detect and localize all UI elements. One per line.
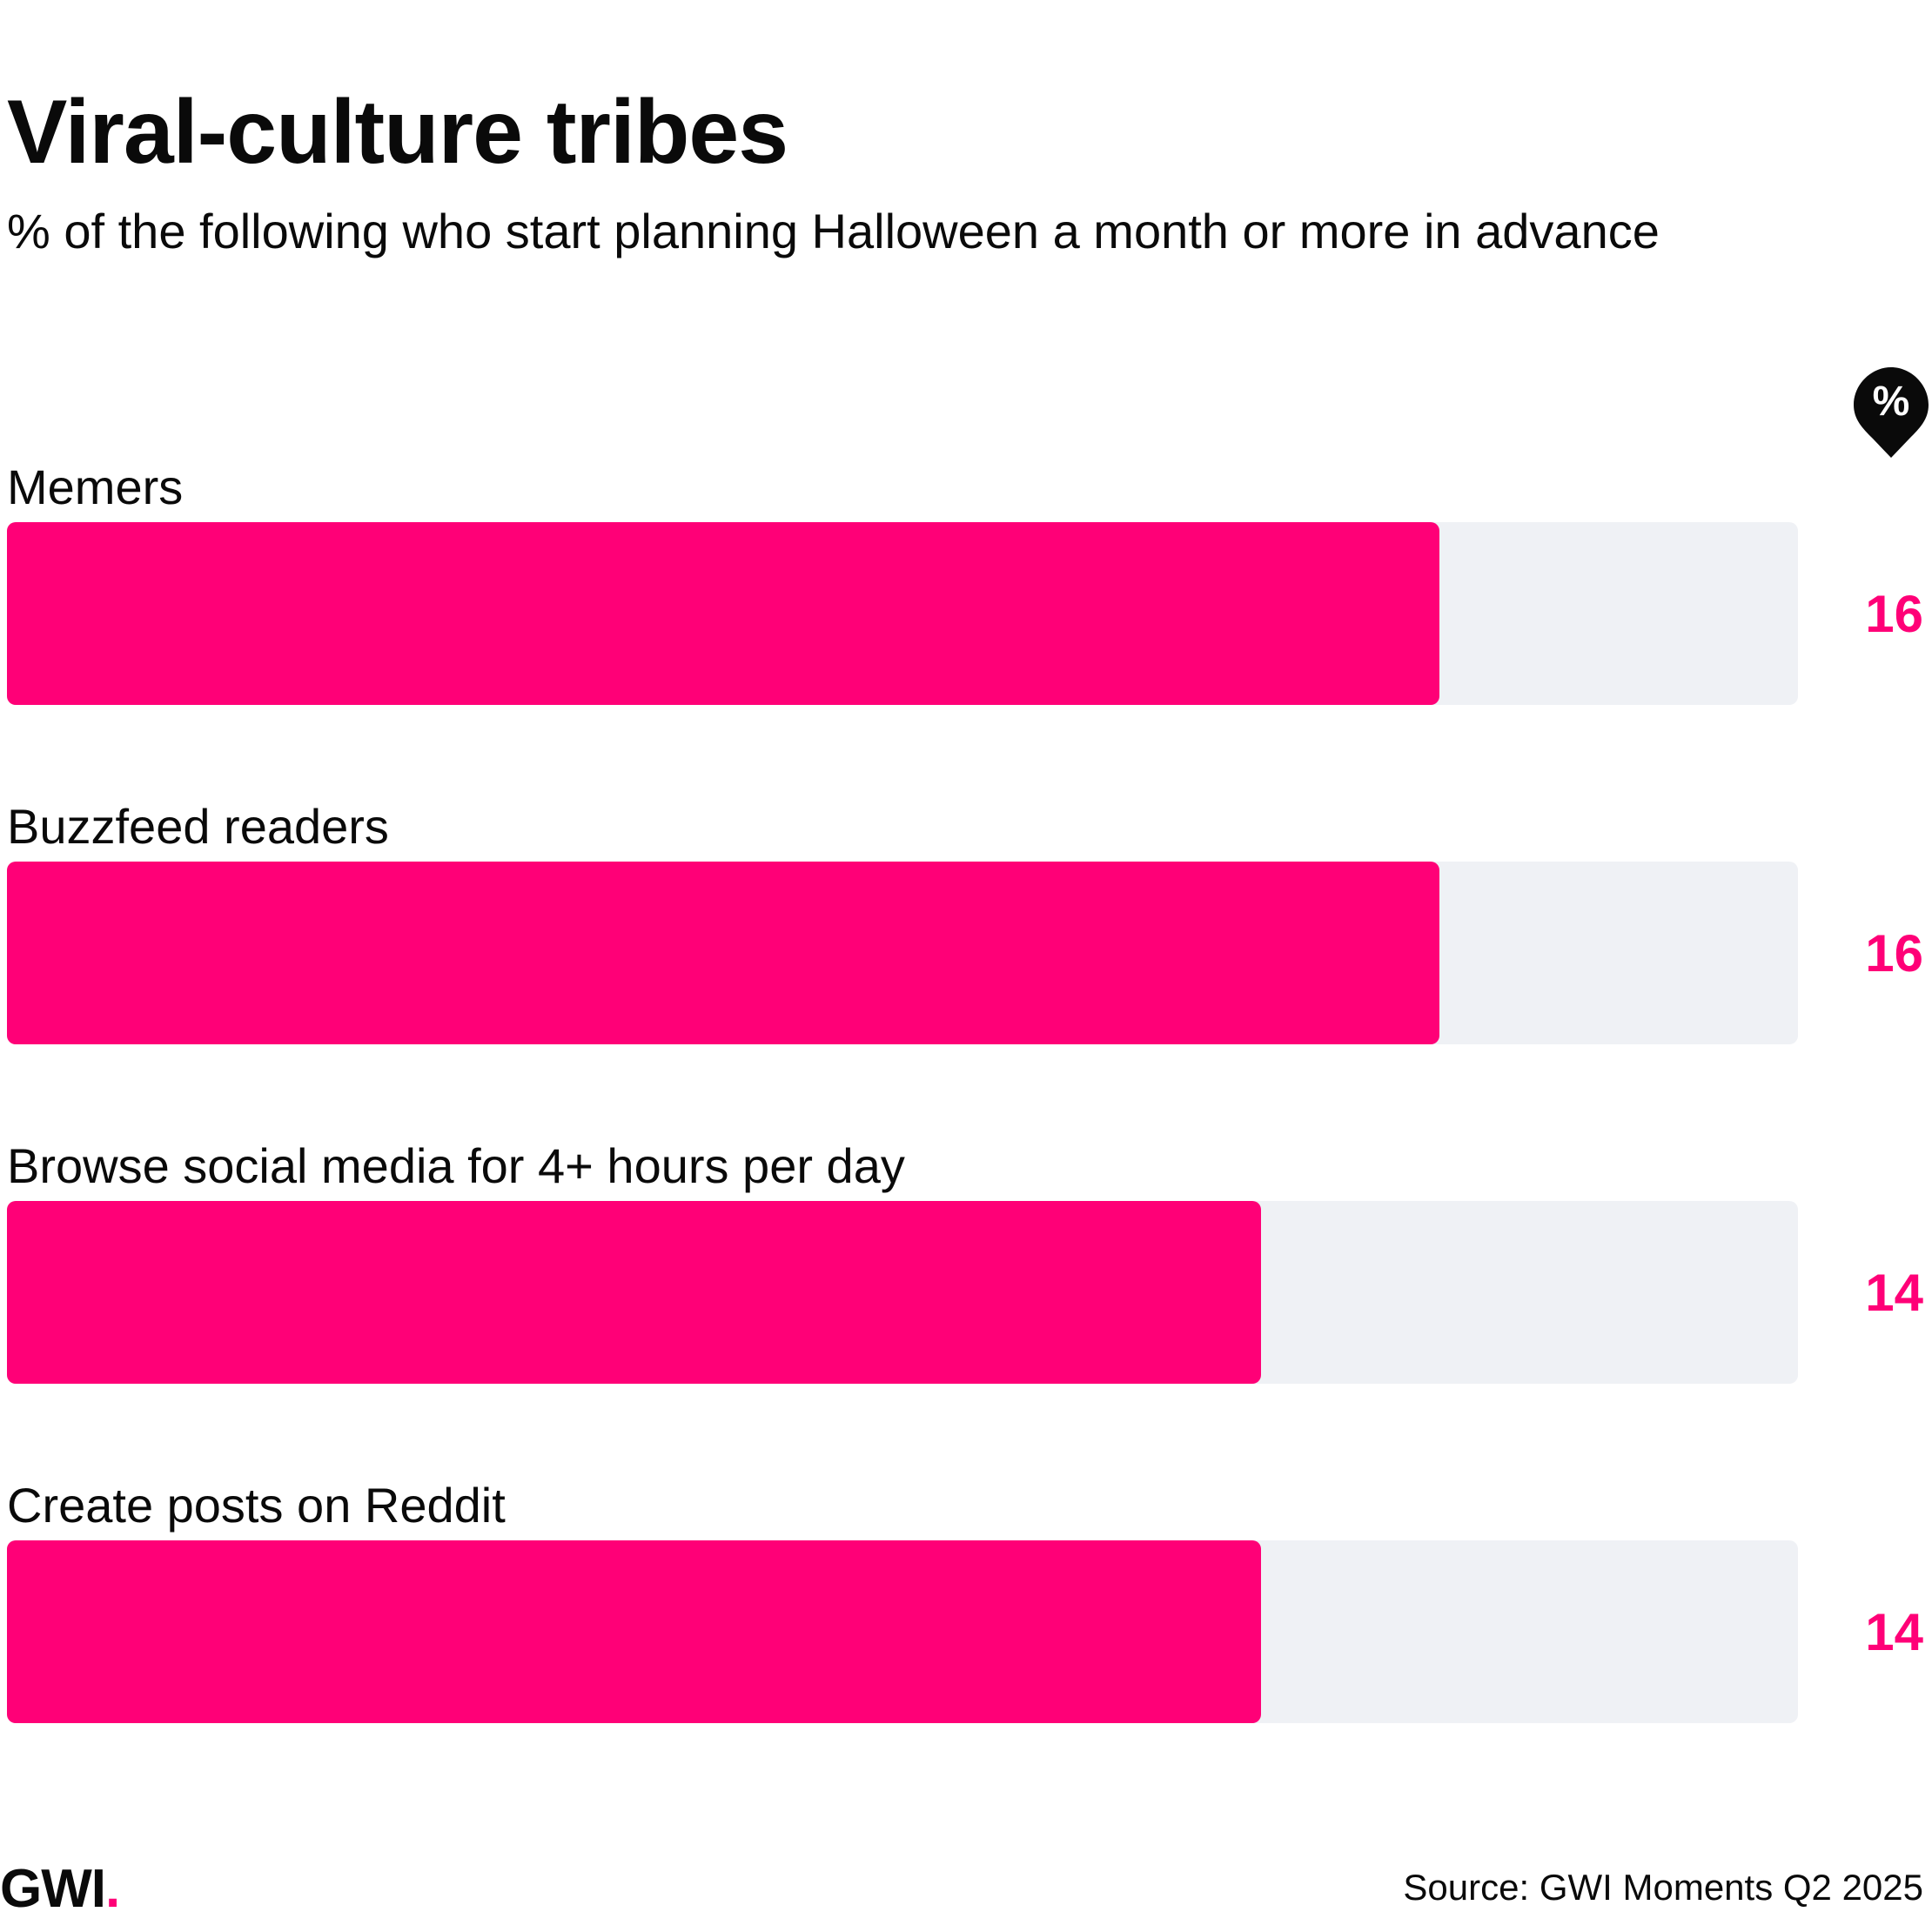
chart-subtitle: % of the following who start planning Ha… (7, 204, 1660, 258)
logo-text: GWI (0, 1859, 106, 1919)
bar-label: Memers (7, 460, 184, 514)
bar (7, 862, 1439, 1044)
percent-badge-label: % (1872, 379, 1910, 425)
bar-value-label: 14 (1865, 1603, 1923, 1661)
bar-label: Browse social media for 4+ hours per day (7, 1138, 905, 1193)
percent-badge-icon (1854, 367, 1929, 458)
bar-value-label: 14 (1865, 1264, 1923, 1322)
source-note: Source: GWI Moments Q2 2025 (1403, 1867, 1923, 1908)
chart-title: Viral-culture tribes (7, 82, 788, 183)
logo-dot: . (104, 1859, 120, 1919)
gwi-logo: GWI. (0, 1859, 120, 1919)
bar (7, 1201, 1261, 1384)
bar-value-label: 16 (1865, 585, 1923, 643)
bar-label: Create posts on Reddit (7, 1478, 506, 1533)
bar-value-label: 16 (1865, 924, 1923, 983)
bar-label: Buzzfeed readers (7, 799, 389, 854)
bar (7, 522, 1439, 705)
bar (7, 1540, 1261, 1723)
